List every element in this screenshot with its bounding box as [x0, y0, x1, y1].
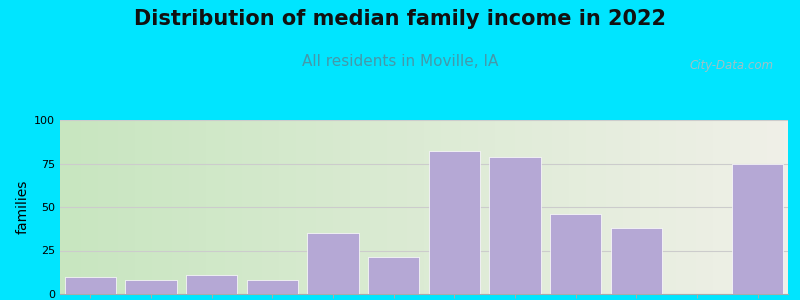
Text: Distribution of median family income in 2022: Distribution of median family income in … [134, 9, 666, 29]
Bar [126, 280, 177, 294]
Bar [65, 277, 116, 294]
Bar [429, 151, 480, 294]
Bar [246, 280, 298, 294]
Bar [610, 228, 662, 294]
Text: City-Data.com: City-Data.com [690, 59, 774, 72]
Bar [307, 233, 358, 294]
Bar [368, 257, 419, 294]
Y-axis label: families: families [16, 180, 30, 234]
Bar [732, 164, 783, 294]
Bar [490, 157, 541, 294]
Bar [186, 275, 238, 294]
Text: All residents in Moville, IA: All residents in Moville, IA [302, 54, 498, 69]
Bar [550, 214, 602, 294]
